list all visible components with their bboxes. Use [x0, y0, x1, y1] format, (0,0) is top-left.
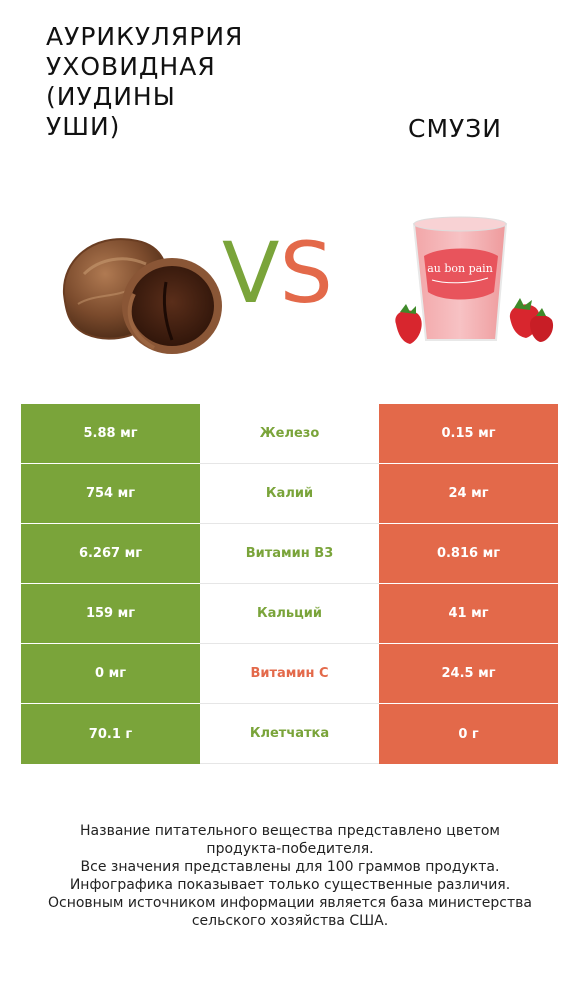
right-value-cell: 41 мг [379, 584, 558, 644]
footnote-line: Все значения представлены для 100 граммо… [80, 859, 500, 875]
nutrient-name-cell: Калий [200, 464, 379, 524]
left-title-line: УШИ) [46, 112, 121, 141]
strawberry-left [395, 304, 422, 344]
nutrient-name-cell: Кальций [200, 584, 379, 644]
table-row: 0 мг Витамин C 24.5 мг [21, 644, 558, 704]
left-value-cell: 0 мг [21, 644, 200, 704]
left-value-cell: 70.1 г [21, 704, 200, 764]
table-row: 6.267 мг Витамин B3 0.816 мг [21, 524, 558, 584]
footnote-line: Основным источником информации является … [48, 895, 532, 911]
nutrient-name-cell: Клетчатка [200, 704, 379, 764]
table-row: 70.1 г Клетчатка 0 г [21, 704, 558, 764]
footnote-line: Название питательного вещества представл… [80, 823, 500, 839]
vs-label: VS [222, 228, 333, 318]
smoothie-image: au bon pain [395, 216, 554, 344]
left-title-line: АУРИКУЛЯРИЯ [46, 22, 244, 51]
table-row: 754 мг Калий 24 мг [21, 464, 558, 524]
comparison-table: 5.88 мг Железо 0.15 мг 754 мг Калий 24 мг 6.26… [21, 404, 558, 764]
strawberry-right [509, 298, 554, 342]
footnote-line: продукта-победителя. [206, 841, 374, 857]
footnote-line: сельского хозяйства США. [191, 913, 389, 929]
left-value-cell: 159 мг [21, 584, 200, 644]
vs-s: S [279, 224, 333, 322]
nutrient-name-cell: Витамин B3 [200, 524, 379, 584]
right-value-cell: 24.5 мг [379, 644, 558, 704]
footnote: Название питательного вещества представл… [20, 822, 560, 930]
nutrient-name-cell: Витамин C [200, 644, 379, 704]
table-row: 159 мг Кальций 41 мг [21, 584, 558, 644]
left-title-line: УХОВИДНАЯ [46, 52, 216, 81]
right-value-cell: 0 г [379, 704, 558, 764]
right-value-cell: 24 мг [379, 464, 558, 524]
left-value-cell: 6.267 мг [21, 524, 200, 584]
right-value-cell: 0.15 мг [379, 404, 558, 464]
right-product-title: СМУЗИ [408, 114, 502, 143]
vs-v: V [222, 224, 280, 322]
left-value-cell: 754 мг [21, 464, 200, 524]
left-product-title: АУРИКУЛЯРИЯ УХОВИДНАЯ (ИУДИНЫ УШИ) [46, 22, 266, 142]
table-row: 5.88 мг Железо 0.15 мг [21, 404, 558, 464]
left-value-cell: 5.88 мг [21, 404, 200, 464]
footnote-line: Инфографика показывает только существенн… [69, 877, 511, 893]
right-value-cell: 0.816 мг [379, 524, 558, 584]
mushroom-image [62, 238, 222, 354]
cup-brand-label: au bon pain [427, 262, 493, 275]
nutrient-name-cell: Железо [200, 404, 379, 464]
left-title-line: (ИУДИНЫ [46, 82, 176, 111]
